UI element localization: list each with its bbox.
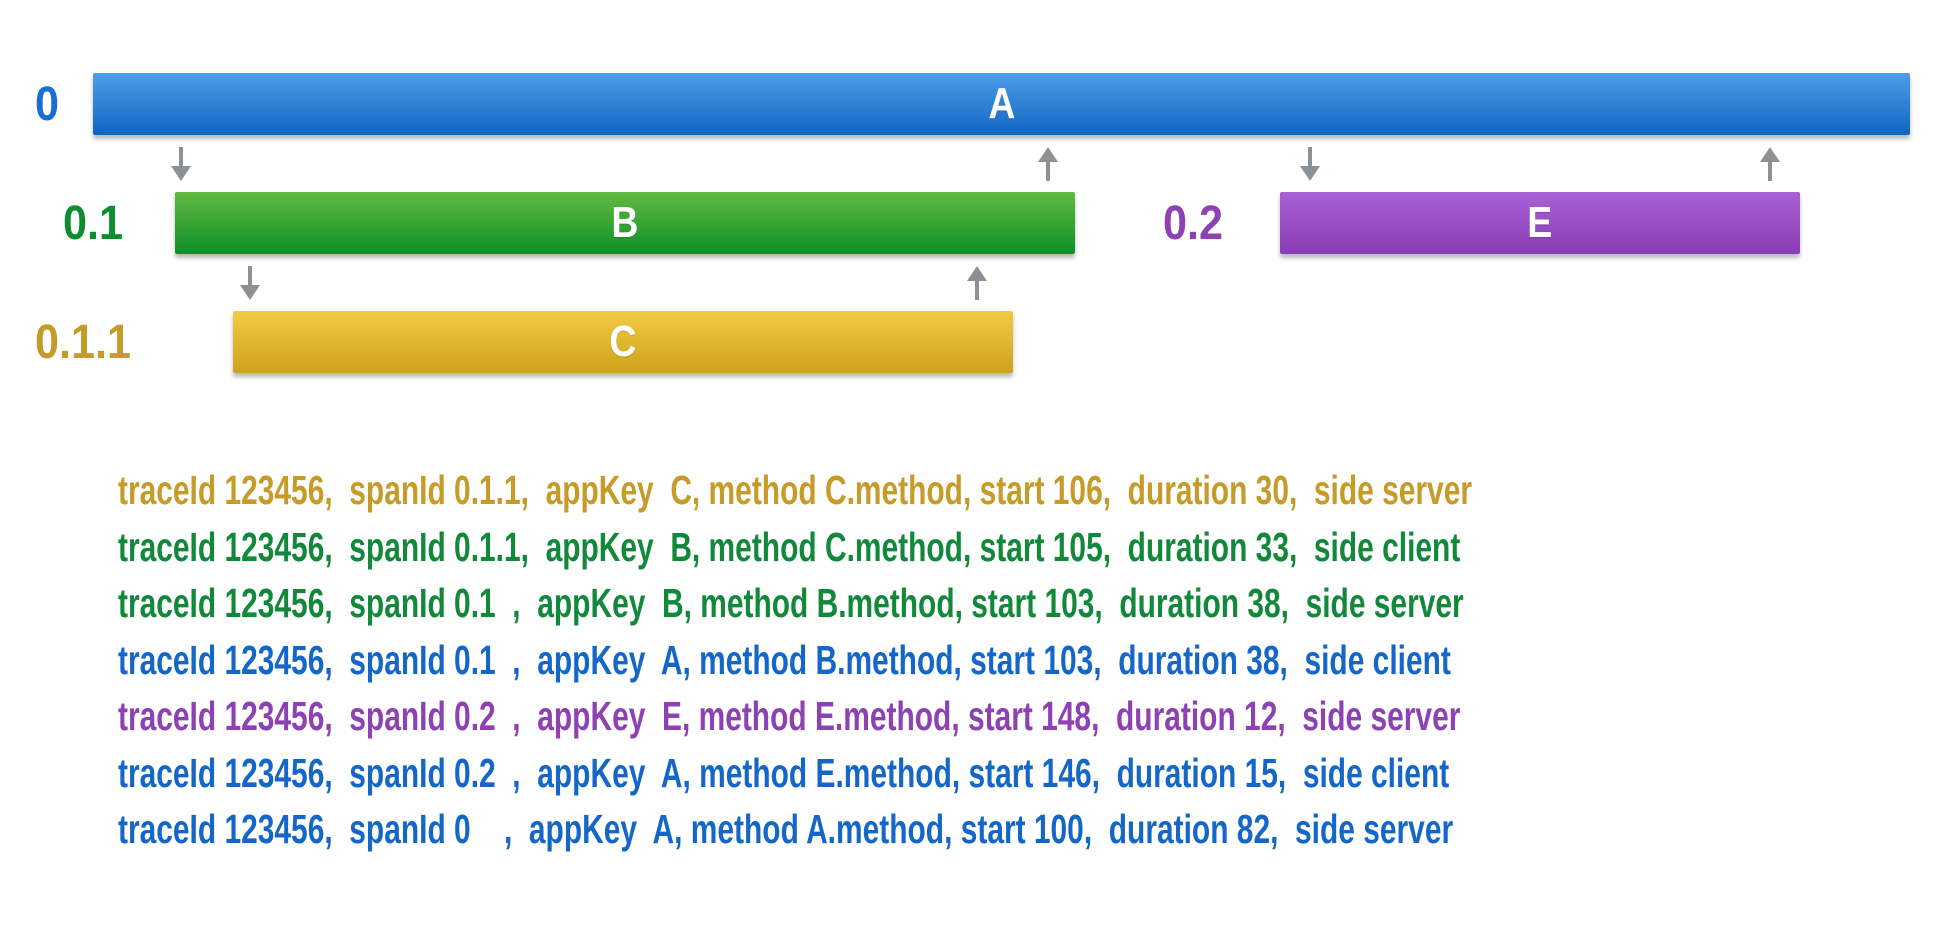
arrow-down-call-a-to-b-icon	[171, 147, 191, 181]
span-bar-e-label: E	[1527, 198, 1553, 247]
span-id-label-b: 0.1	[63, 196, 124, 250]
trace-log-line: traceId 123456, spanId 0.2 , appKey A, m…	[118, 749, 1450, 796]
arrow-down-call-a-to-e-icon	[1300, 147, 1320, 181]
trace-log-block: traceId 123456, spanId 0.1.1, appKey C, …	[118, 462, 1936, 858]
span-bar-b: B	[175, 192, 1075, 254]
trace-log-line: traceId 123456, spanId 0.1 , appKey A, m…	[118, 636, 1451, 683]
arrow-up-return-c-to-b-icon	[967, 266, 987, 300]
span-bar-a-label: A	[987, 79, 1016, 128]
trace-log-line: traceId 123456, spanId 0 , appKey A, met…	[118, 806, 1454, 852]
span-bar-a: A	[93, 73, 1910, 135]
span-id-label-e: 0.2	[1163, 196, 1224, 250]
span-id-label-c: 0.1.1	[35, 315, 132, 369]
trace-log-line: traceId 123456, spanId 0.1 , appKey B, m…	[118, 580, 1464, 626]
trace-log-line: traceId 123456, spanId 0.2 , appKey E, m…	[118, 693, 1461, 739]
trace-log-line: traceId 123456, spanId 0.1.1, appKey C, …	[118, 467, 1473, 513]
arrow-down-call-b-to-c-icon	[240, 266, 260, 300]
span-bar-c: C	[233, 311, 1013, 373]
span-bar-c-label: C	[609, 317, 637, 366]
arrow-up-return-b-to-a-icon	[1038, 147, 1058, 181]
arrow-up-return-e-to-a-icon	[1760, 147, 1780, 181]
span-bar-e: E	[1280, 192, 1800, 254]
trace-log-line: traceId 123456, spanId 0.1.1, appKey B, …	[118, 523, 1461, 570]
span-id-label-a: 0	[35, 77, 60, 131]
span-bar-b-label: B	[611, 198, 639, 247]
